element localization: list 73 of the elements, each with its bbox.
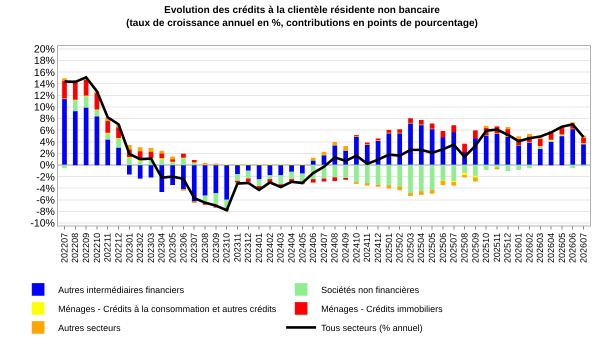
- y-tick-label: 16%: [34, 66, 55, 79]
- x-tick-label: 202503: [405, 232, 416, 263]
- chart-title: Evolution des crédits à la clientèle résidente non bancaire: [164, 4, 440, 16]
- y-tick-label: 10%: [34, 102, 55, 114]
- x-tick-label: 202301: [124, 232, 134, 263]
- x-tick-label: 202402: [264, 232, 275, 263]
- x-tick-label: 202310: [222, 232, 232, 263]
- x-tick-label: 202211: [102, 232, 113, 262]
- x-tick-label: 202311: [232, 232, 242, 262]
- x-tick-label: 202409: [340, 232, 351, 263]
- x-tick-label: 202501: [384, 232, 394, 263]
- x-tick-label: 202603: [535, 232, 546, 263]
- x-tick-label: 202601: [514, 232, 524, 263]
- y-tick-label: -10%: [30, 218, 55, 230]
- x-tick-label: 202508: [459, 232, 470, 263]
- x-tick-label: 202403: [276, 232, 286, 263]
- x-tick-label: 202312: [243, 232, 254, 263]
- y-tick-label: 8%: [40, 113, 55, 126]
- x-tick-label: 202212: [113, 232, 124, 263]
- y-tick-label: -6%: [36, 194, 55, 206]
- x-tick-label: 202304: [156, 232, 167, 263]
- x-tick-label: 202208: [70, 232, 80, 263]
- x-tick-label: 202506: [438, 232, 448, 263]
- x-tick-label: 202308: [200, 232, 210, 263]
- y-tick-label: 14%: [34, 78, 55, 90]
- x-tick-label: 202604: [546, 232, 556, 263]
- x-tick-label: 202410: [351, 232, 362, 263]
- x-tick-label: 202507: [448, 232, 459, 263]
- x-tick-label: 202305: [168, 232, 178, 263]
- x-tick-label: 202511: [492, 232, 502, 262]
- x-tick-label: 202303: [146, 232, 156, 263]
- x-tick-label: 202509: [470, 232, 480, 263]
- y-tick-label: -8%: [36, 206, 55, 218]
- legend-label: Autres intermédiaires financiers: [58, 284, 185, 295]
- x-tick-label: 202505: [427, 232, 438, 263]
- x-tick-label: 202302: [135, 232, 146, 263]
- x-tick-label: 202404: [286, 232, 296, 263]
- x-tick-label: 202209: [81, 232, 92, 263]
- x-tick-label: 202412: [372, 232, 383, 263]
- y-tick-label: 0%: [40, 160, 55, 172]
- x-tick-label: 202504: [416, 232, 426, 263]
- x-tick-label: 202606: [568, 232, 578, 263]
- x-tick-label: 202405: [297, 232, 308, 263]
- x-tick-label: 202408: [330, 232, 340, 263]
- legend-label: Sociétés non financières: [321, 284, 420, 295]
- x-tick-label: 202309: [210, 232, 221, 263]
- y-tick-label: 20%: [34, 44, 55, 56]
- legend-label: Autres secteurs: [58, 322, 122, 333]
- legend-label: Ménages - Crédits à la consommation et autres crédits: [58, 304, 277, 314]
- x-tick-label: 202605: [556, 232, 567, 263]
- x-tick-label: 202607: [578, 232, 588, 263]
- y-tick-label: 12%: [34, 90, 55, 102]
- x-tick-label: 202510: [481, 232, 492, 263]
- y-tick-label: 2%: [40, 148, 55, 160]
- y-tick-label: 18%: [34, 55, 55, 68]
- x-tick-label: 202512: [502, 232, 513, 263]
- chart-subtitle: (taux de croissance annuel en %, contributions en points de pourcentage): [126, 18, 478, 29]
- x-tick-label: 202407: [318, 232, 329, 263]
- y-tick-label: 6%: [40, 124, 55, 137]
- y-tick-label: -2%: [36, 171, 55, 184]
- legend-label: Tous secteurs (% annuel): [321, 322, 423, 333]
- legend-label: Ménages - Crédits immobiliers: [321, 304, 444, 314]
- x-tick-label: 202602: [524, 232, 534, 263]
- x-tick-label: 202306: [178, 232, 188, 263]
- y-tick-label: -4%: [36, 182, 55, 195]
- x-tick-label: 202307: [189, 232, 200, 263]
- x-tick-label: 202210: [92, 232, 102, 263]
- x-tick-label: 202207: [59, 232, 70, 263]
- x-tick-label: 202406: [308, 232, 318, 263]
- x-tick-label: 202502: [394, 232, 405, 263]
- y-tick-label: 4%: [40, 136, 55, 148]
- x-tick-label: 202401: [254, 232, 264, 263]
- x-tick-label: 202411: [362, 232, 372, 262]
